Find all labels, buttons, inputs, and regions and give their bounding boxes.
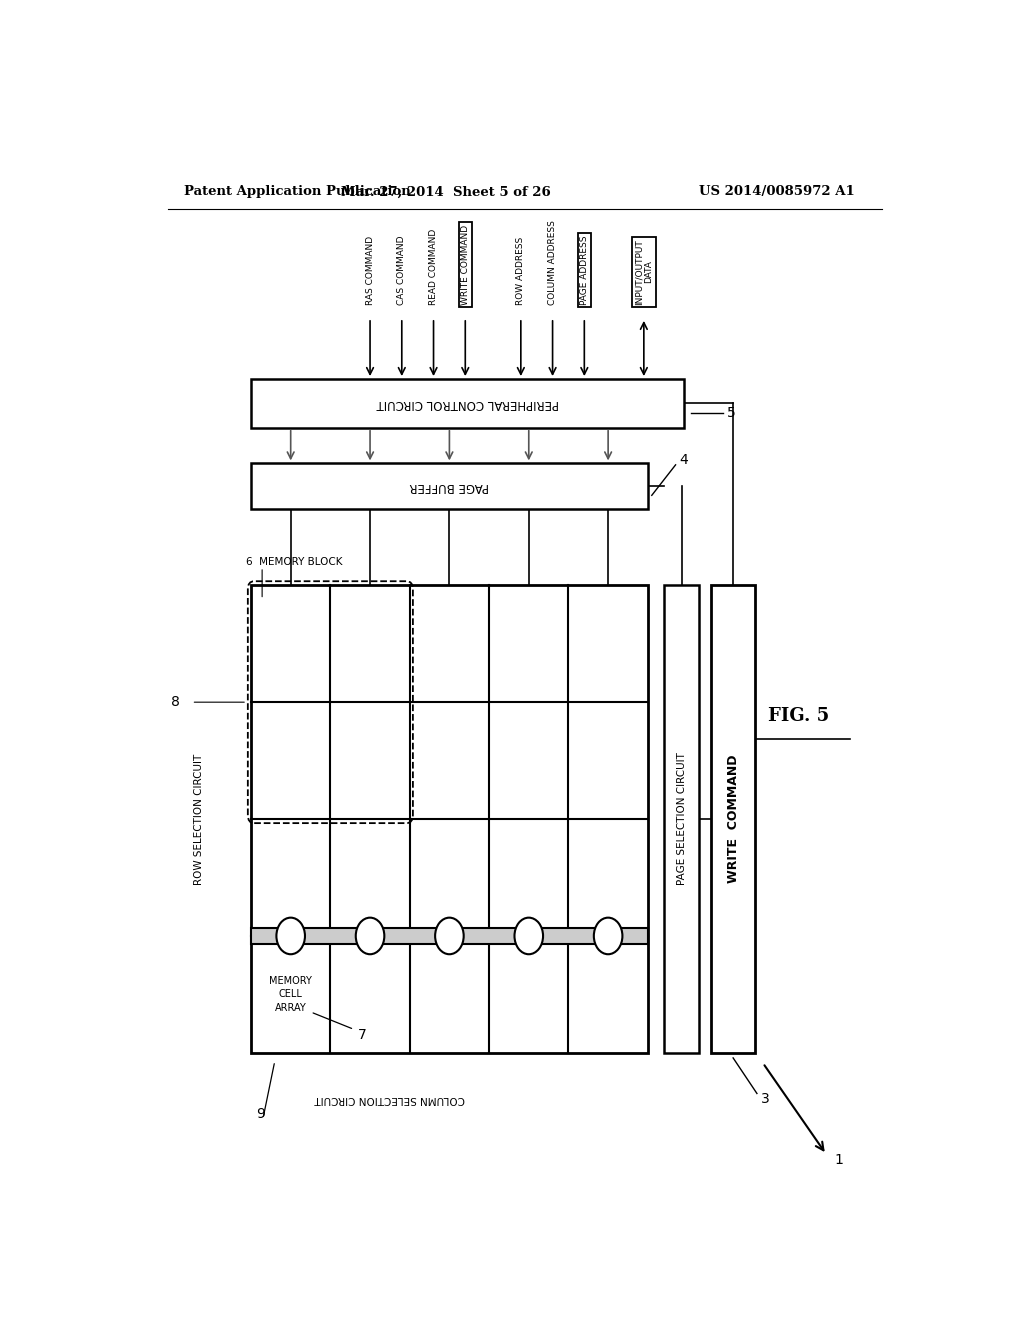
Text: US 2014/0085972 A1: US 2014/0085972 A1 (699, 185, 855, 198)
Text: PAGE SELECTION CIRCUIT: PAGE SELECTION CIRCUIT (677, 752, 686, 886)
Text: READ COMMAND: READ COMMAND (429, 228, 438, 305)
Circle shape (435, 917, 464, 954)
Text: WRITE  COMMAND: WRITE COMMAND (727, 755, 739, 883)
Text: PAGE BUFFER: PAGE BUFFER (410, 479, 489, 492)
Circle shape (514, 917, 543, 954)
Bar (251, 463, 648, 510)
Bar (251, 928, 648, 944)
Text: CAS COMMAND: CAS COMMAND (397, 235, 407, 305)
Text: PAGE ADDRESS: PAGE ADDRESS (580, 235, 589, 305)
Text: WRITE COMMAND: WRITE COMMAND (461, 224, 470, 305)
Text: ROW ADDRESS: ROW ADDRESS (516, 236, 525, 305)
Text: Mar. 27, 2014  Sheet 5 of 26: Mar. 27, 2014 Sheet 5 of 26 (341, 185, 550, 198)
Text: PERIPHERAL CONTROL CIRCUIT: PERIPHERAL CONTROL CIRCUIT (376, 397, 558, 409)
Text: FIG. 5: FIG. 5 (768, 708, 829, 725)
Circle shape (594, 917, 623, 954)
Bar (664, 585, 699, 1053)
Text: INPUT/OUTPUT
DATA: INPUT/OUTPUT DATA (634, 239, 653, 305)
Circle shape (276, 917, 305, 954)
Text: 1: 1 (835, 1152, 843, 1167)
Text: COLUMN SELECTION CIRCUIT: COLUMN SELECTION CIRCUIT (314, 1093, 465, 1104)
Bar (251, 379, 684, 428)
Text: 8: 8 (171, 696, 179, 709)
Text: RAS COMMAND: RAS COMMAND (366, 236, 375, 305)
Text: Patent Application Publication: Patent Application Publication (183, 185, 411, 198)
Text: ROW SELECTION CIRCUIT: ROW SELECTION CIRCUIT (195, 754, 205, 884)
Bar (712, 585, 755, 1053)
Bar (251, 585, 648, 1053)
Text: 9: 9 (256, 1106, 265, 1121)
Text: 7: 7 (358, 1028, 367, 1043)
Text: COLUMN ADDRESS: COLUMN ADDRESS (548, 220, 557, 305)
Circle shape (355, 917, 384, 954)
Text: 3: 3 (761, 1092, 770, 1106)
Text: 4: 4 (680, 453, 688, 467)
Text: 6  MEMORY BLOCK: 6 MEMORY BLOCK (246, 557, 343, 568)
Text: MEMORY
CELL
ARRAY: MEMORY CELL ARRAY (269, 977, 312, 1012)
Text: 5: 5 (727, 407, 736, 420)
